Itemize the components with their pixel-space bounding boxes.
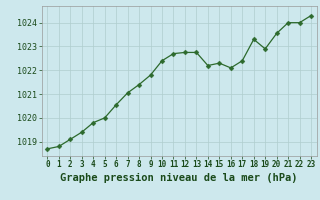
X-axis label: Graphe pression niveau de la mer (hPa): Graphe pression niveau de la mer (hPa) [60, 173, 298, 183]
